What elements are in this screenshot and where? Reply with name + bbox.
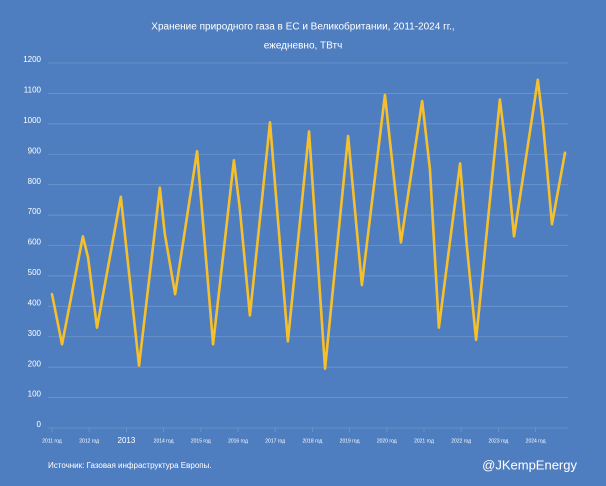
x-tick-label: 2019 год: [340, 438, 360, 444]
x-tick-label: 2017 год: [265, 438, 285, 444]
x-tick-label: 2020 год: [377, 438, 397, 444]
x-tick-label: 2013: [118, 436, 136, 445]
x-tick-label: 2014 год: [154, 438, 174, 444]
y-tick-label: 300: [28, 329, 42, 338]
y-tick-label: 500: [28, 268, 42, 277]
x-tick-label: 2022 год: [451, 438, 471, 444]
y-tick-label: 600: [28, 238, 42, 247]
y-tick-label: 1000: [23, 116, 41, 125]
x-tick-label: 2018 год: [302, 438, 322, 444]
y-tick-label: 700: [28, 207, 42, 216]
chart-title: Хранение природного газа в ЕС и Великобр…: [151, 21, 454, 33]
credit: @JKempEnergy: [482, 457, 577, 472]
y-tick-label: 400: [28, 298, 42, 307]
x-tick-label: 2011 год: [42, 438, 62, 444]
line-series: [50, 78, 567, 370]
y-tick-label: 800: [28, 177, 42, 186]
x-tick-label: 2015 год: [191, 438, 211, 444]
y-tick-label: 900: [28, 146, 42, 155]
y-tick-label: 1100: [24, 86, 42, 95]
y-tick-label: 100: [28, 390, 42, 399]
chart-subtitle: ежедневно, ТВтч: [264, 41, 343, 52]
x-tick-label: 2012 год: [79, 438, 99, 444]
x-tick-label: 2021 год: [414, 438, 434, 444]
x-tick-label: 2016 год: [228, 438, 248, 444]
source: Источник: Газовая инфраструктура Европы.: [48, 461, 212, 470]
y-tick-label: 200: [28, 359, 42, 368]
x-tick-label: 2024 год: [526, 438, 546, 444]
x-tick-label: 2023 год: [488, 438, 508, 444]
y-tick-label: 0: [37, 420, 42, 429]
y-tick-label: 1200: [23, 55, 41, 64]
